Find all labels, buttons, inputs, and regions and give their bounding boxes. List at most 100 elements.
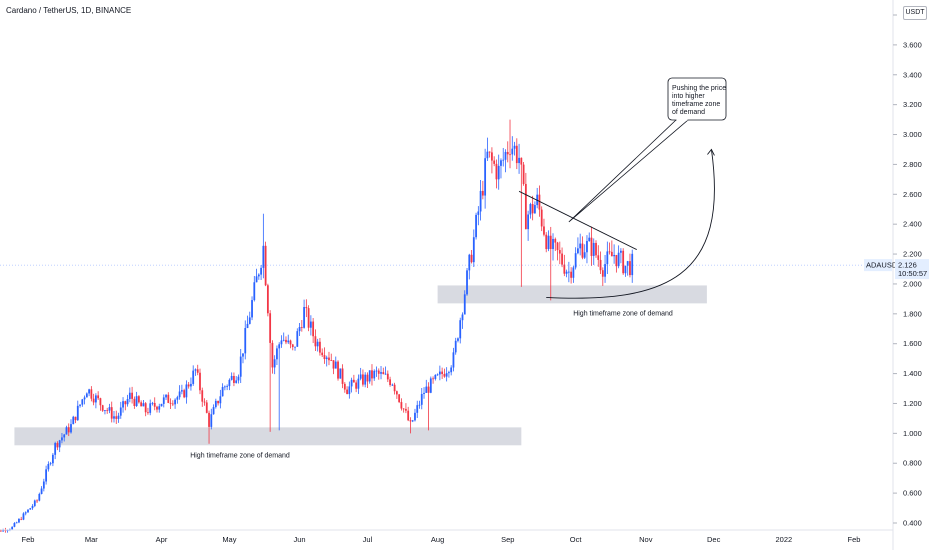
candle-body [411, 420, 414, 422]
candle [183, 388, 186, 399]
candle [76, 400, 79, 421]
candle-body [47, 464, 50, 470]
candle [590, 226, 593, 266]
candle [416, 400, 419, 419]
candle [570, 267, 573, 284]
candle [135, 391, 138, 407]
candle-body [420, 393, 423, 405]
candle-body [574, 253, 577, 268]
callout-text-line: Pushing the price [672, 85, 726, 92]
candle-body [497, 165, 500, 180]
candle [445, 367, 448, 382]
candle-body [386, 373, 389, 380]
time-tick-label: Nov [639, 535, 653, 544]
candle-body [384, 373, 387, 375]
candle-body [237, 376, 240, 381]
candle [371, 364, 373, 386]
candle [119, 401, 122, 419]
candle-body [214, 400, 217, 408]
candle-body [291, 344, 294, 348]
candle [126, 394, 129, 407]
candle [140, 400, 143, 407]
candle-body [427, 386, 430, 393]
candle-body [321, 352, 324, 356]
candle-body [549, 235, 552, 250]
candle [518, 143, 520, 174]
candle-body [239, 356, 242, 377]
candle-body [223, 386, 226, 388]
candle-body [495, 163, 498, 180]
candle [27, 509, 29, 513]
candle [556, 241, 559, 261]
candle [382, 367, 385, 375]
candle-body [101, 405, 104, 411]
candle [595, 240, 597, 258]
candle-body [624, 265, 627, 274]
candle-body [472, 237, 475, 263]
candle-body [149, 403, 152, 413]
candle-body [174, 399, 176, 405]
candle [522, 161, 525, 186]
candle-body [15, 522, 18, 524]
candle-body [554, 238, 557, 243]
candle-body [269, 313, 272, 343]
candle [463, 290, 466, 315]
candle-body [608, 251, 611, 253]
candle-body [108, 407, 111, 411]
candle [373, 369, 376, 381]
price-tick-label: 2.000 [903, 279, 922, 288]
price-badge [895, 259, 929, 280]
candle [210, 408, 213, 430]
candle [380, 365, 382, 380]
candle [502, 147, 505, 167]
candle-body [547, 235, 550, 250]
candle-body [94, 395, 97, 403]
candle-body [117, 415, 120, 419]
candle-body [92, 398, 95, 403]
currency-badge[interactable]: USDT [903, 6, 927, 20]
candle-body [588, 237, 591, 242]
price-tick-label: 0.600 [903, 489, 922, 498]
time-tick-label: Oct [570, 535, 583, 544]
candle-body [171, 403, 174, 405]
candle [515, 138, 518, 170]
candle [199, 368, 201, 395]
time-tick-label: Apr [156, 535, 168, 544]
candle [162, 394, 165, 408]
candle-body [629, 261, 631, 276]
candle-body [156, 406, 158, 410]
candle-body [359, 374, 362, 379]
candle-body [160, 403, 163, 407]
candle-body [176, 397, 179, 400]
time-tick-label: Jun [294, 535, 306, 544]
candle [158, 403, 161, 413]
candle-body [352, 379, 355, 383]
candlesticks [0, 119, 634, 533]
candle [558, 241, 561, 265]
candle [221, 383, 224, 397]
candle-body [488, 151, 491, 153]
candle-body [264, 245, 267, 286]
descending-trendline [518, 190, 637, 250]
candle [407, 406, 410, 422]
candle [63, 433, 66, 442]
symbol-label: ADAUSDT [866, 261, 902, 270]
candle-body [67, 427, 70, 433]
candle [192, 365, 195, 386]
candle [486, 137, 489, 161]
candle-body [531, 204, 534, 214]
candle [577, 237, 579, 255]
candle-body [511, 148, 514, 155]
candle [244, 320, 247, 360]
candle-body [233, 375, 235, 383]
candle-body [504, 151, 507, 160]
candle-body [219, 396, 222, 404]
candle-body [6, 530, 9, 531]
candle-body [432, 378, 434, 380]
candle [448, 370, 450, 378]
candle [253, 275, 256, 302]
candle [169, 398, 172, 409]
candle-body [199, 372, 201, 391]
candle [239, 348, 242, 384]
